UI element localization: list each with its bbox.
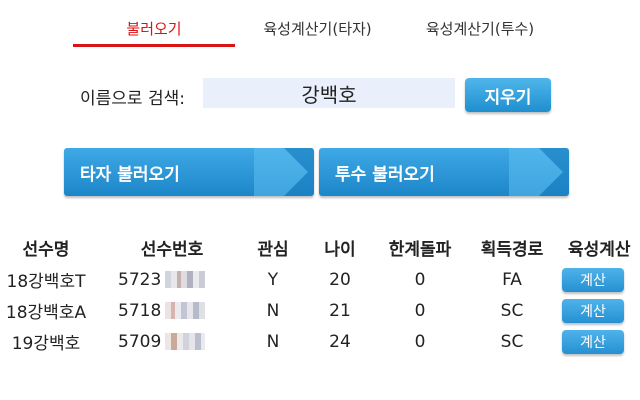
- search-row: 이름으로 검색: 지우기: [0, 78, 640, 112]
- player-age: 20: [329, 269, 351, 290]
- player-watch: N: [266, 331, 280, 352]
- player-watch: Y: [267, 269, 279, 290]
- player-age: 21: [329, 300, 351, 321]
- player-number: 5709: [118, 331, 162, 352]
- tab-pitcher-calculator[interactable]: 육성계산기(투수): [425, 19, 535, 38]
- load-batter-label: 타자 불러오기: [80, 164, 180, 185]
- search-label: 이름으로 검색:: [80, 89, 185, 109]
- redacted-mosaic: [165, 271, 206, 288]
- player-name: 18강백호T: [6, 272, 86, 292]
- player-watch: N: [266, 300, 280, 321]
- header-watch: 관심: [257, 239, 289, 260]
- header-calc: 육성계산: [568, 239, 631, 260]
- calc-button[interactable]: 계산: [562, 267, 624, 292]
- player-name: 18강백호A: [5, 303, 87, 323]
- search-input[interactable]: [203, 78, 455, 108]
- redacted-mosaic: [165, 302, 206, 319]
- active-tab-underline: [73, 44, 235, 47]
- player-route: SC: [500, 331, 524, 352]
- player-name: 19강백호: [11, 334, 81, 354]
- load-pitcher-label: 투수 불러오기: [335, 164, 435, 185]
- redacted-mosaic: [165, 333, 206, 350]
- tab-load[interactable]: 불러오기: [126, 19, 182, 38]
- table-header: 선수명 선수번호 관심 나이 한계돌파 획득경로 육성계산: [0, 230, 640, 264]
- player-number: 5718: [118, 300, 162, 321]
- player-table: 선수명 선수번호 관심 나이 한계돌파 획득경로 육성계산 18강백호T 572…: [0, 230, 640, 357]
- player-route: SC: [500, 300, 524, 321]
- table-row: 18강백호T 5723 Y 20 0 FA 계산: [0, 264, 640, 295]
- tab-bar: 불러오기 육성계산기(타자) 육성계산기(투수): [0, 0, 640, 48]
- player-number: 5723: [118, 269, 162, 290]
- arrow-right-icon: [254, 148, 314, 196]
- tab-batter-calculator[interactable]: 육성계산기(타자): [263, 19, 372, 38]
- header-name: 선수명: [22, 239, 70, 260]
- calc-cell: 계산: [562, 326, 640, 357]
- player-limit-break: 0: [414, 269, 426, 290]
- player-number-cell: 5723: [118, 264, 226, 295]
- arrow-right-icon: [509, 148, 569, 196]
- calc-button[interactable]: 계산: [562, 329, 624, 354]
- player-limit-break: 0: [414, 331, 426, 352]
- header-age: 나이: [324, 239, 356, 260]
- header-route: 획득경로: [480, 239, 544, 260]
- header-number: 선수번호: [140, 239, 204, 260]
- table-row: 18강백호A 5718 N 21 0 SC 계산: [0, 295, 640, 326]
- header-limit-break: 한계돌파: [388, 239, 452, 260]
- calc-cell: 계산: [562, 264, 640, 295]
- player-number-cell: 5709: [118, 326, 226, 357]
- player-limit-break: 0: [414, 300, 426, 321]
- player-route: FA: [502, 269, 522, 290]
- calc-button[interactable]: 계산: [562, 298, 624, 323]
- load-batter-button[interactable]: 타자 불러오기: [64, 148, 314, 196]
- calc-cell: 계산: [562, 295, 640, 326]
- player-number-cell: 5718: [118, 295, 226, 326]
- load-pitcher-button[interactable]: 투수 불러오기: [319, 148, 569, 196]
- table-row: 19강백호 5709 N 24 0 SC 계산: [0, 326, 640, 357]
- player-age: 24: [329, 331, 351, 352]
- clear-button[interactable]: 지우기: [465, 78, 551, 112]
